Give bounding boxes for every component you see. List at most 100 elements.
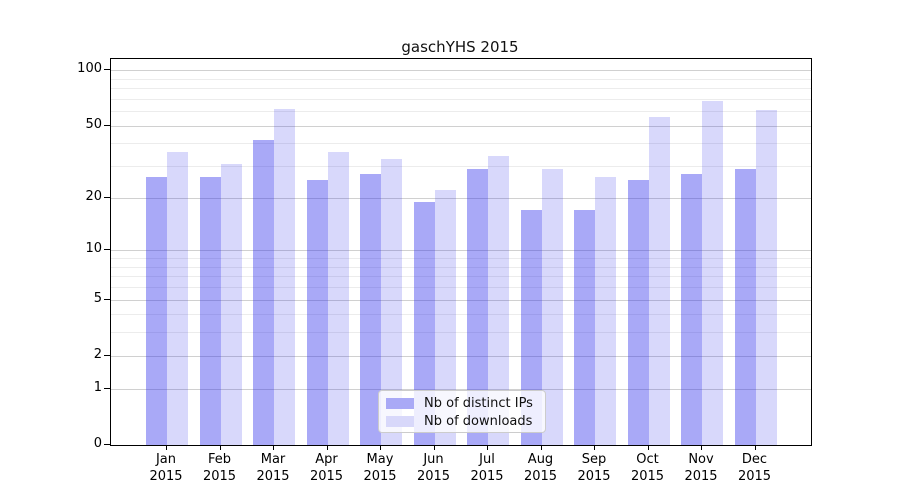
x-tick-mark <box>540 445 542 450</box>
bar-nb-of-distinct-ips-jan <box>146 177 167 445</box>
bar-nb-of-distinct-ips-apr <box>306 180 328 445</box>
gridline-major <box>111 70 811 72</box>
x-tick-mark <box>594 445 595 450</box>
y-tick-label: 2 <box>93 346 102 362</box>
bar-nb-of-downloads-may <box>381 158 402 445</box>
y-tick-mark <box>104 249 110 251</box>
gridline-minor <box>111 258 811 259</box>
x-tick-month: Jan <box>155 452 177 467</box>
y-tick-label: 5 <box>93 290 102 306</box>
y-tick-label: 50 <box>85 116 102 132</box>
x-tick-month: Nov <box>688 452 714 467</box>
x-tick-month: Feb <box>207 452 232 467</box>
gridline-major <box>111 299 811 301</box>
bar-nb-of-downloads-jul <box>488 156 509 445</box>
x-tick-label: Dec 2015 <box>725 451 785 485</box>
bar-nb-of-distinct-ips-sep <box>574 210 595 445</box>
bar-nb-of-downloads-nov <box>702 101 723 445</box>
x-tick-label: Apr 2015 <box>297 451 357 485</box>
plot-area <box>110 58 812 446</box>
x-tick-label: Sep 2015 <box>564 451 624 485</box>
y-tick-label: 0 <box>93 436 102 451</box>
x-tick-mark <box>487 445 488 450</box>
x-tick-month: Jun <box>423 452 444 467</box>
y-tick-label: 20 <box>85 188 102 204</box>
legend: Nb of distinct IPs Nb of downloads <box>378 390 546 433</box>
bar-nb-of-downloads-aug <box>541 168 563 445</box>
bar-nb-of-distinct-ips-feb <box>199 177 221 445</box>
legend-swatch-distinct-ips <box>386 398 414 409</box>
gridline-major <box>111 197 811 199</box>
x-tick-label: May 2015 <box>350 451 410 485</box>
x-tick-mark <box>754 445 756 450</box>
gridline-minor <box>111 98 811 100</box>
x-tick-month: Sep <box>581 452 607 467</box>
bar-nb-of-downloads-mar <box>274 108 295 445</box>
x-tick-year: 2015 <box>737 469 772 484</box>
x-tick-label: Mar 2015 <box>243 451 303 485</box>
bar-nb-of-distinct-ips-oct <box>627 180 649 445</box>
bar-nb-of-downloads-sep <box>595 177 616 445</box>
gridline-minor <box>111 88 811 90</box>
bar-nb-of-downloads-feb <box>220 163 242 445</box>
gridline-major <box>111 388 811 390</box>
x-tick-mark <box>380 445 381 450</box>
x-tick-mark <box>166 445 167 450</box>
x-tick-month: Apr <box>315 452 338 467</box>
x-tick-month: May <box>366 452 394 467</box>
bar-nb-of-downloads-oct <box>648 116 670 445</box>
x-tick-year: 2015 <box>256 469 290 484</box>
x-tick-month: Oct <box>636 452 659 467</box>
bar-nb-of-downloads-jan <box>167 151 188 445</box>
legend-item-distinct-ips: Nb of distinct IPs <box>386 395 545 412</box>
y-tick-mark <box>104 444 110 445</box>
y-tick-mark <box>104 298 110 300</box>
gridline-minor <box>111 143 811 145</box>
x-tick-label: Nov 2015 <box>671 451 731 485</box>
x-tick-mark <box>647 445 649 450</box>
x-tick-mark <box>273 445 274 450</box>
x-tick-mark <box>326 445 328 450</box>
x-tick-label: Jun 2015 <box>404 451 464 485</box>
x-tick-label: Aug 2015 <box>511 451 571 485</box>
gridline-minor <box>111 78 811 80</box>
x-tick-month: Aug <box>527 452 554 467</box>
x-tick-year: 2015 <box>309 469 344 484</box>
y-tick-mark <box>104 354 110 356</box>
bar-nb-of-downloads-apr <box>327 151 349 445</box>
x-tick-year: 2015 <box>684 469 718 484</box>
y-tick-mark <box>104 69 110 71</box>
gridline-minor <box>111 332 811 334</box>
x-tick-month: Mar <box>260 452 286 467</box>
gridline-minor <box>111 287 811 288</box>
x-tick-year: 2015 <box>470 469 504 484</box>
bar-nb-of-distinct-ips-dec <box>734 168 756 445</box>
bar-nb-of-distinct-ips-aug <box>520 210 542 445</box>
x-tick-label: Jan 2015 <box>136 451 196 485</box>
legend-swatch-downloads <box>386 416 414 427</box>
x-tick-year: 2015 <box>523 469 558 484</box>
x-tick-label: Oct 2015 <box>618 451 678 485</box>
x-tick-year: 2015 <box>577 469 611 484</box>
y-tick-label: 10 <box>85 241 102 257</box>
y-tick-label: 100 <box>77 61 102 77</box>
x-tick-year: 2015 <box>202 469 237 484</box>
gridline-minor <box>111 166 811 168</box>
gridline-major <box>111 125 811 127</box>
bar-nb-of-distinct-ips-mar <box>253 139 274 445</box>
bar-nb-of-distinct-ips-jul <box>467 168 488 445</box>
y-tick-mark <box>104 196 110 198</box>
bar-nb-of-distinct-ips-may <box>360 174 381 445</box>
y-tick-label: 1 <box>93 379 102 395</box>
x-tick-year: 2015 <box>630 469 665 484</box>
gridline-minor <box>111 266 811 268</box>
gridline-minor <box>111 276 811 278</box>
bar-nb-of-downloads-dec <box>755 109 777 445</box>
legend-item-downloads: Nb of downloads <box>386 413 545 430</box>
y-tick-mark <box>104 124 110 126</box>
x-tick-month: Jul <box>479 452 495 467</box>
x-tick-label: Feb 2015 <box>190 451 250 485</box>
x-tick-mark <box>219 445 221 450</box>
legend-label-downloads: Nb of downloads <box>424 414 533 429</box>
